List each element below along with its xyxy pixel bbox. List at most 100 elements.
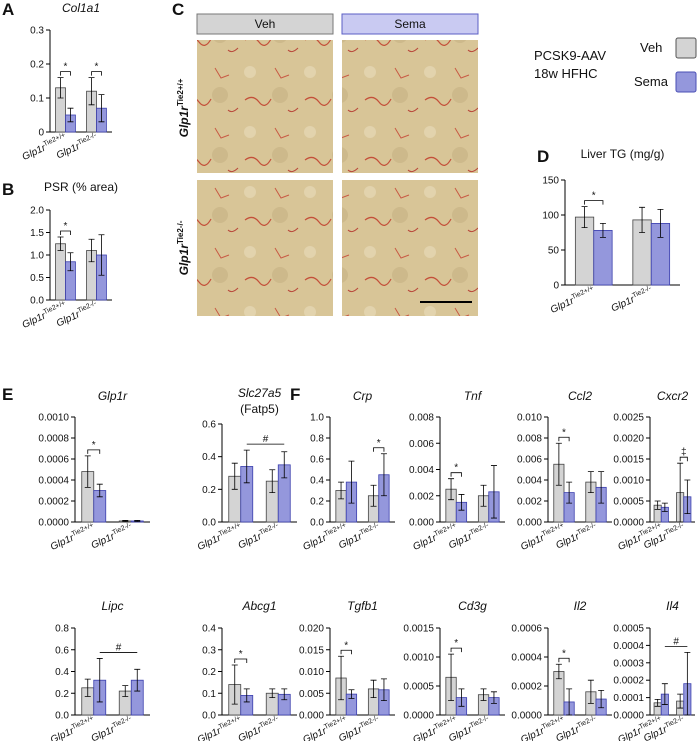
x-tick-label: Glp1rTie2-/- bbox=[642, 715, 688, 741]
significance-bracket bbox=[60, 230, 71, 235]
y-tick-label: 50 bbox=[548, 246, 560, 257]
category-superscript: Tie2+/+ bbox=[433, 522, 457, 538]
chart-title: Ccl2 bbox=[568, 389, 592, 403]
significance-bracket bbox=[60, 71, 71, 76]
y-tick-label: 0 bbox=[38, 128, 44, 139]
significance-marker: # bbox=[673, 636, 679, 647]
y-tick-label: 150 bbox=[542, 176, 559, 187]
significance-marker: * bbox=[454, 463, 458, 474]
y-tick-label: 0.000 bbox=[517, 518, 542, 529]
category-superscript: Tie2+/+ bbox=[42, 132, 66, 148]
error-bar bbox=[96, 483, 103, 498]
y-tick-label: 0.4 bbox=[55, 667, 69, 678]
error-bar bbox=[84, 678, 91, 697]
x-tick-label: Glp1rTie2-/- bbox=[89, 522, 135, 552]
y-tick-label: 0.4 bbox=[202, 452, 216, 463]
category-superscript: Tie2-/- bbox=[631, 285, 653, 300]
significance-marker: # bbox=[263, 434, 269, 445]
error-bar bbox=[480, 484, 487, 507]
y-tick-label: 0.0002 bbox=[511, 682, 542, 693]
column-header-box bbox=[341, 13, 479, 35]
panel-letter: D bbox=[537, 147, 549, 166]
error-bar bbox=[88, 77, 95, 106]
error-bar bbox=[269, 469, 276, 493]
error-bar bbox=[661, 683, 668, 705]
y-tick-label: 0.010 bbox=[517, 413, 542, 424]
significance-bracket bbox=[373, 447, 385, 452]
category-superscript: Tie2+/+ bbox=[541, 522, 565, 538]
category-superscript: Tie2+/+ bbox=[323, 715, 347, 731]
y-tick-label: 0.0020 bbox=[613, 434, 644, 445]
y-tick-label: 0.008 bbox=[517, 434, 542, 445]
category-superscript: Tie2-/- bbox=[111, 715, 133, 730]
significance-bracket bbox=[91, 71, 102, 76]
error-bar bbox=[281, 451, 288, 479]
y-tick-label: 0.000 bbox=[299, 711, 324, 722]
category-superscript: Tie2-/- bbox=[469, 715, 491, 730]
error-bar bbox=[231, 462, 238, 490]
y-tick-label: 0.0015 bbox=[403, 624, 434, 635]
y-tick-label: 0.2 bbox=[310, 497, 324, 508]
chart-title: Slc27a5 bbox=[238, 386, 282, 400]
chart-title: Crp bbox=[353, 389, 373, 403]
chart-subtitle: (Fatp5) bbox=[240, 402, 279, 416]
error-bar bbox=[458, 688, 465, 707]
y-tick-label: 0.0010 bbox=[38, 413, 69, 424]
category-superscript: Tie2-/- bbox=[77, 132, 99, 147]
y-tick-label: 0.0 bbox=[30, 296, 44, 307]
histology-image bbox=[342, 180, 478, 316]
y-tick-label: 0.006 bbox=[409, 439, 434, 450]
legend-swatch bbox=[675, 37, 697, 59]
y-tick-label: 0.020 bbox=[299, 624, 324, 635]
y-tick-label: 0.0 bbox=[202, 518, 216, 529]
legend-label: Sema bbox=[634, 74, 669, 89]
significance-marker: * bbox=[562, 648, 566, 659]
error-bar bbox=[231, 664, 238, 705]
significance-marker: * bbox=[239, 649, 243, 660]
error-bar bbox=[98, 234, 105, 276]
y-tick-label: 1.0 bbox=[310, 413, 324, 424]
panel-letter: B bbox=[2, 180, 14, 199]
x-tick-label: Glp1rTie2-/- bbox=[609, 285, 655, 315]
x-tick-label: Glp1rTie2-/- bbox=[236, 715, 282, 741]
histology-image bbox=[197, 180, 333, 316]
error-bar bbox=[243, 449, 250, 484]
y-tick-label: 0.1 bbox=[30, 94, 44, 105]
significance-marker: * bbox=[344, 640, 348, 651]
y-tick-label: 0.004 bbox=[517, 476, 542, 487]
significance-marker: # bbox=[116, 642, 122, 653]
y-tick-label: 0.0006 bbox=[38, 455, 69, 466]
bar bbox=[55, 243, 66, 301]
significance-marker: * bbox=[454, 638, 458, 649]
error-bar bbox=[67, 252, 74, 272]
error-bar bbox=[269, 688, 276, 698]
y-tick-label: 0.0000 bbox=[38, 518, 69, 529]
y-tick-label: 0.0004 bbox=[613, 641, 644, 652]
error-bar bbox=[587, 679, 594, 704]
y-tick-label: 0.004 bbox=[409, 465, 434, 476]
y-tick-label: 0.0010 bbox=[403, 653, 434, 664]
y-tick-label: 0.0 bbox=[55, 711, 69, 722]
y-tick-label: 0.0002 bbox=[613, 676, 644, 687]
y-tick-label: 0.010 bbox=[299, 667, 324, 678]
chart-title: Cd3g bbox=[458, 599, 487, 613]
y-tick-label: 0.0004 bbox=[38, 476, 69, 487]
y-tick-label: 0.6 bbox=[202, 420, 216, 431]
significance-bracket bbox=[450, 647, 462, 653]
category-superscript: Tie2+/+ bbox=[541, 715, 565, 731]
y-tick-label: 0.0008 bbox=[38, 434, 69, 445]
category-superscript: Tie2-/- bbox=[469, 522, 491, 537]
error-bar bbox=[490, 465, 497, 519]
error-bar bbox=[98, 94, 105, 123]
error-bar bbox=[448, 478, 455, 501]
error-bar bbox=[84, 455, 91, 488]
y-tick-label: 0.0005 bbox=[403, 682, 434, 693]
category-superscript: Tie2+/+ bbox=[218, 715, 242, 731]
row-label: Glp1rTie2+/+ bbox=[176, 78, 191, 137]
chart-title: PSR (% area) bbox=[44, 180, 118, 194]
y-tick-label: 0.006 bbox=[517, 455, 542, 466]
legend-swatch bbox=[675, 71, 697, 93]
y-tick-label: 0.0 bbox=[202, 711, 216, 722]
error-bar bbox=[555, 663, 562, 680]
